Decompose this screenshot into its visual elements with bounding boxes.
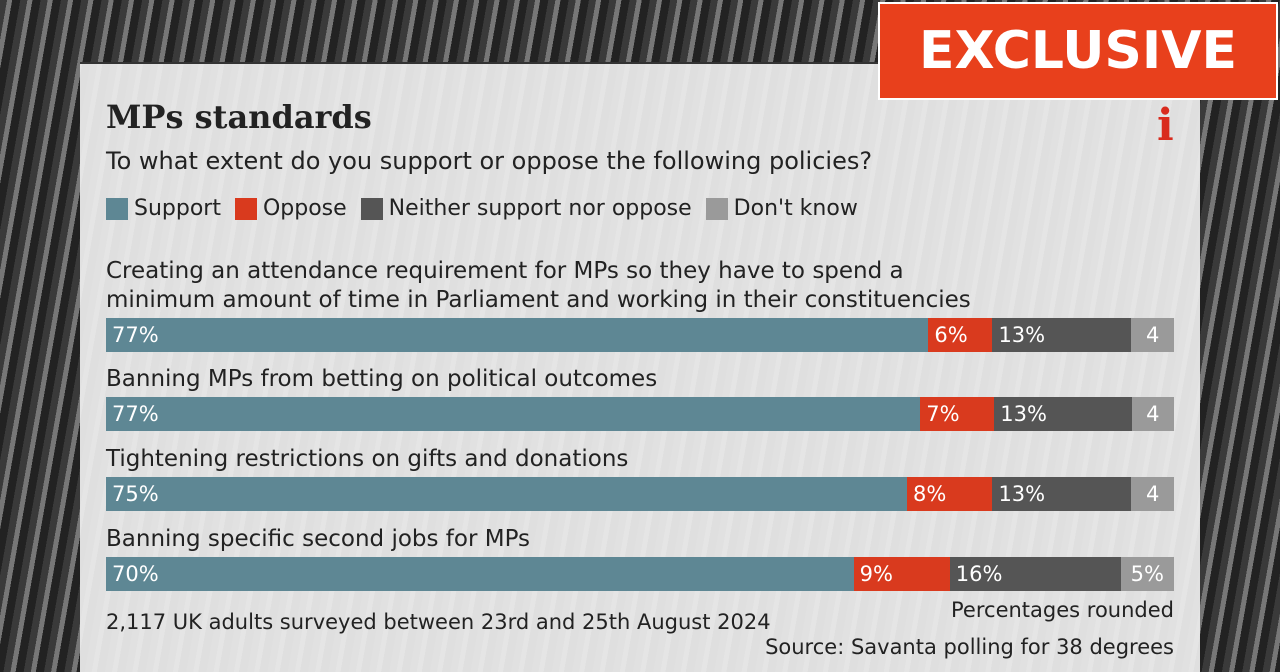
bar-segment: 77% [106, 397, 921, 431]
bar-segment: 9% [853, 557, 950, 591]
legend-item: Don't know [705, 196, 858, 221]
bar-segment: 4 [1131, 397, 1174, 431]
legend-label: Oppose [262, 196, 347, 221]
legend: Support Oppose Neither support nor oppose D… [106, 196, 872, 221]
bar-segment: 4 [1131, 477, 1174, 511]
legend-label: Support [134, 196, 221, 221]
subtitle: To what extent do you support or oppose … [106, 147, 873, 175]
bar-segment: 13% [992, 477, 1132, 511]
bar-segment: 5% [1120, 557, 1174, 591]
legend-swatch [106, 197, 128, 220]
legend-swatch [360, 197, 383, 220]
category-label: Banning specific second jobs for MPs [106, 526, 531, 552]
bar-segment: 4 [1131, 318, 1174, 352]
category-label: Creating an attendance requirement for M… [106, 258, 971, 313]
legend-item: Oppose [234, 196, 347, 221]
chart-title: MPs standards [106, 98, 372, 136]
footnote: 2,117 UK adults surveyed between 23rd an… [106, 610, 771, 634]
bar-segment: 77% [106, 318, 929, 352]
legend-item: Support [106, 196, 221, 221]
bar-segment: 13% [994, 397, 1132, 431]
note: Percentages rounded [951, 598, 1174, 622]
category-label: Tightening restrictions on gifts and don… [106, 446, 629, 472]
legend-item: Neither support nor oppose [360, 196, 692, 221]
badge: EXCLUSIVE [878, 2, 1278, 100]
legend-swatch [234, 197, 257, 220]
bar-segment: 8% [907, 477, 993, 511]
bar-segment: 70% [106, 557, 854, 591]
legend-label: Neither support nor oppose [388, 196, 692, 221]
bar-segment: 6% [928, 318, 993, 352]
legend-swatch [705, 197, 728, 220]
bar-segment: 13% [992, 318, 1132, 352]
source: Source: Savanta polling for 38 degrees [765, 635, 1174, 659]
bar-segment: 16% [949, 557, 1121, 591]
bar-segment: 75% [106, 477, 907, 511]
bar-segment: 7% [920, 397, 995, 431]
logo: i [1157, 100, 1174, 151]
category-label: Banning MPs from betting on political ou… [106, 366, 658, 392]
legend-label: Don't know [733, 196, 858, 221]
